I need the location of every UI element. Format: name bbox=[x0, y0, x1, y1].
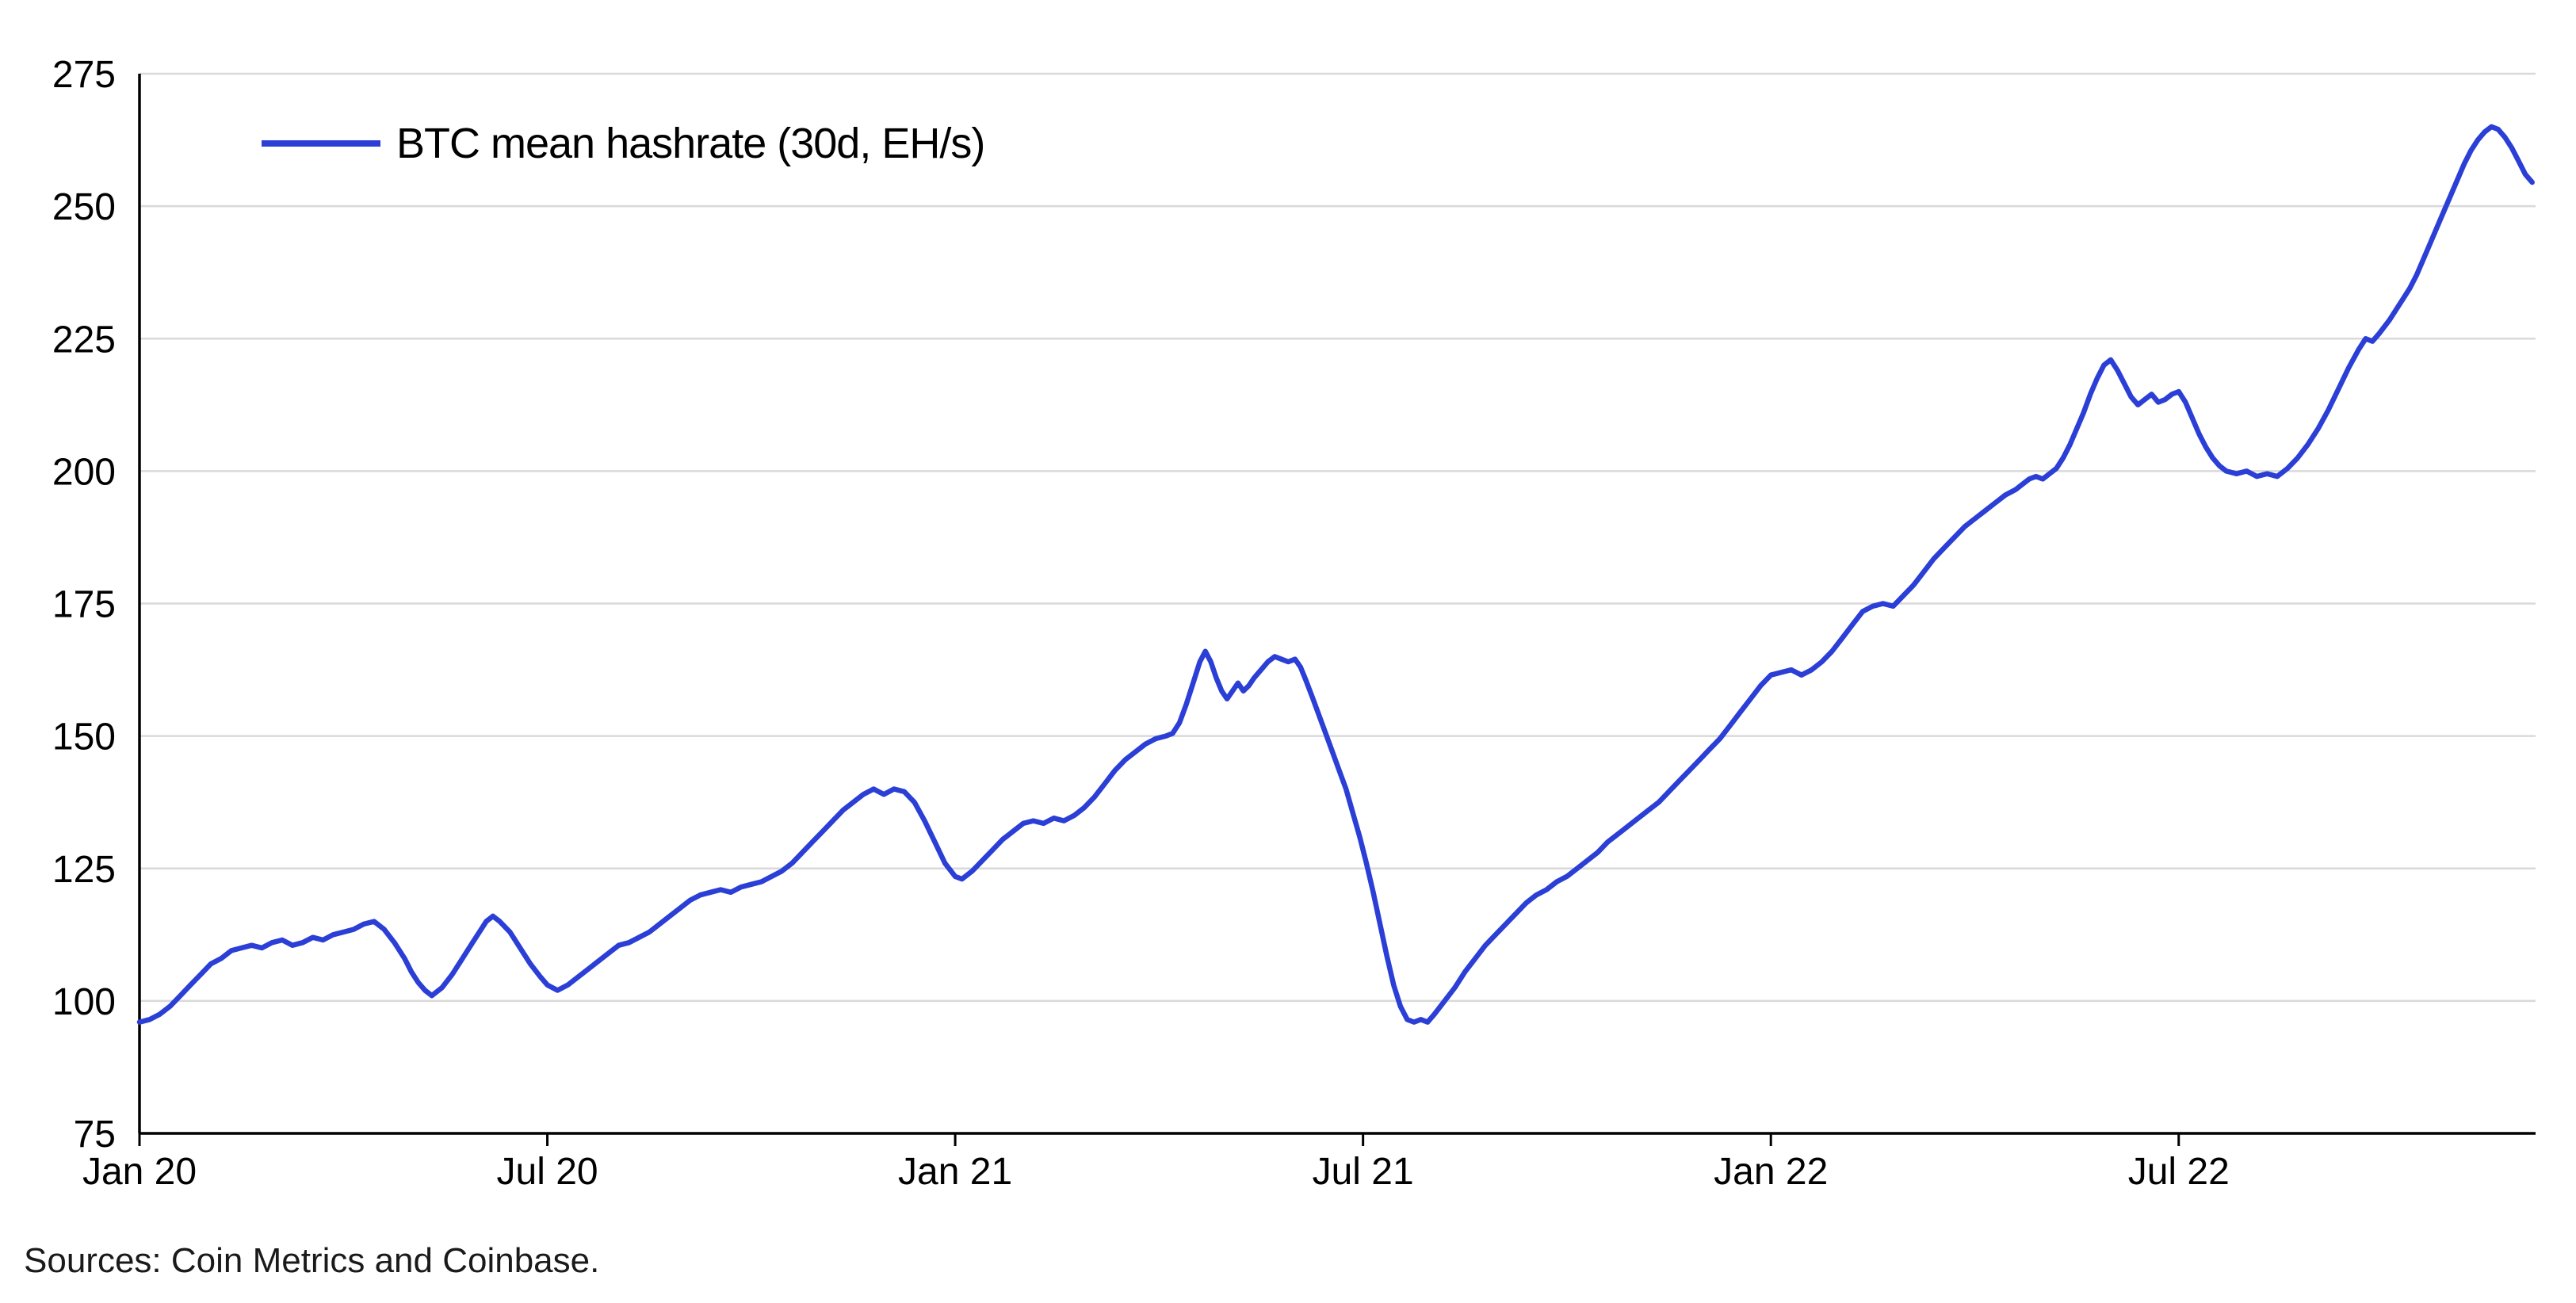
y-axis-tick-label: 250 bbox=[52, 186, 116, 228]
y-axis-tick-label: 225 bbox=[52, 319, 116, 361]
x-axis-tick-label: Jul 22 bbox=[2128, 1151, 2230, 1193]
source-note: Sources: Coin Metrics and Coinbase. bbox=[24, 1241, 600, 1280]
y-axis-tick-label: 200 bbox=[52, 451, 116, 493]
x-axis-tick-label: Jan 21 bbox=[898, 1151, 1012, 1193]
y-axis-tick-label: 100 bbox=[52, 981, 116, 1023]
y-axis-tick-label: 275 bbox=[52, 54, 116, 96]
legend: BTC mean hashrate (30d, EH/s) bbox=[262, 119, 985, 168]
y-axis-tick-label: 175 bbox=[52, 584, 116, 626]
legend-label: BTC mean hashrate (30d, EH/s) bbox=[396, 120, 985, 167]
legend-line-swatch bbox=[262, 140, 380, 147]
y-axis-tick-label: 75 bbox=[74, 1114, 116, 1156]
y-axis-tick-label: 125 bbox=[52, 849, 116, 891]
x-axis-tick-label: Jul 20 bbox=[497, 1151, 598, 1193]
y-axis-tick-label: 150 bbox=[52, 716, 116, 758]
x-axis-tick-label: Jan 20 bbox=[82, 1151, 197, 1193]
x-axis-tick-label: Jan 22 bbox=[1714, 1151, 1828, 1193]
hashrate-line bbox=[136, 124, 2535, 1025]
x-axis-tick-label: Jul 21 bbox=[1313, 1151, 1414, 1193]
